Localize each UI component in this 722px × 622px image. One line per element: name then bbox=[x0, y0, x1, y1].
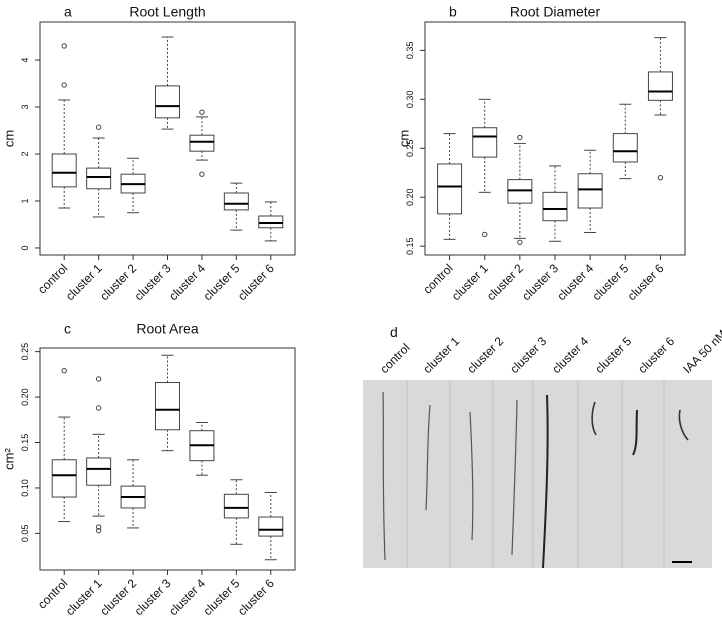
x-tick-label: cluster 2 bbox=[97, 261, 139, 303]
box bbox=[577, 173, 603, 209]
y-tick-label: 0.10 bbox=[20, 479, 30, 497]
box bbox=[647, 71, 673, 101]
box bbox=[223, 493, 249, 519]
outlier bbox=[482, 231, 488, 238]
outlier bbox=[61, 82, 67, 88]
x-tick-label: cluster 6 bbox=[235, 576, 277, 617]
x-tick-label: cluster 6 bbox=[235, 261, 277, 303]
seedlings bbox=[382, 391, 689, 569]
panel-letter: d bbox=[390, 324, 398, 340]
box bbox=[472, 127, 498, 158]
outlier bbox=[95, 524, 102, 530]
outlier bbox=[95, 376, 102, 382]
box bbox=[86, 167, 112, 190]
y-axis-label: cm² bbox=[1, 448, 16, 470]
x-tick-label: cluster 3 bbox=[132, 261, 174, 303]
x-tick-label: cluster 1 bbox=[449, 261, 491, 303]
photo-seams bbox=[406, 380, 665, 568]
box bbox=[51, 459, 77, 498]
box bbox=[437, 163, 463, 215]
y-tick-label: 0.20 bbox=[20, 388, 30, 406]
outlier bbox=[517, 134, 523, 141]
photo-label: cluster 4 bbox=[549, 334, 591, 376]
photo bbox=[363, 380, 712, 568]
chart-title: Root Diameter bbox=[510, 4, 601, 20]
y-tick-label: 0.25 bbox=[405, 140, 415, 158]
box bbox=[189, 134, 215, 152]
box bbox=[612, 133, 638, 163]
box bbox=[542, 191, 568, 222]
outlier bbox=[517, 239, 523, 245]
x-tick-label: cluster 4 bbox=[554, 261, 596, 303]
y-tick-label: 0.15 bbox=[20, 434, 30, 452]
x-tick-label: cluster 1 bbox=[63, 261, 105, 303]
x-tick-label: cluster 5 bbox=[589, 261, 631, 303]
y-tick-label: 2 bbox=[20, 151, 30, 156]
y-tick-label: 3 bbox=[20, 105, 30, 110]
photo-label: cluster 5 bbox=[592, 334, 634, 376]
box bbox=[258, 215, 284, 229]
box bbox=[86, 457, 112, 486]
box bbox=[223, 192, 249, 211]
y-tick-label: 0.05 bbox=[20, 525, 30, 543]
chart-title: Root Area bbox=[136, 321, 198, 337]
panel-letter: a bbox=[64, 4, 72, 20]
y-tick-label: 0.20 bbox=[405, 188, 415, 206]
y-tick-label: 0 bbox=[20, 245, 30, 250]
x-tick-label: cluster 4 bbox=[166, 261, 208, 303]
outlier bbox=[199, 109, 205, 115]
photo-label: control bbox=[377, 341, 412, 376]
box bbox=[51, 153, 77, 188]
y-axis-label: cm bbox=[396, 130, 411, 147]
photo-label: cluster 6 bbox=[635, 334, 677, 376]
y-tick-label: 4 bbox=[20, 58, 30, 63]
photo-label: cluster 1 bbox=[420, 334, 462, 376]
photo-labels: control cluster 1 cluster 2 cluster 3 cluste… bbox=[377, 327, 722, 376]
y-axis-label: cm bbox=[1, 130, 16, 147]
y-tick-label: 0.25 bbox=[20, 343, 30, 361]
y-tick-label: 0.15 bbox=[405, 237, 415, 255]
chart-title: Root Length bbox=[129, 4, 205, 20]
outlier bbox=[61, 368, 67, 374]
box bbox=[155, 85, 180, 119]
box bbox=[258, 516, 284, 537]
photo-label: cluster 3 bbox=[507, 334, 549, 376]
box bbox=[155, 382, 180, 431]
photo-label: cluster 2 bbox=[464, 334, 506, 376]
panel-letter: c bbox=[64, 321, 71, 337]
outlier bbox=[199, 171, 205, 177]
panel-letter: b bbox=[449, 4, 457, 20]
outlier bbox=[95, 124, 102, 130]
y-tick-label: 0.35 bbox=[405, 42, 415, 60]
x-tick-label: cluster 5 bbox=[201, 261, 243, 303]
outlier bbox=[657, 174, 664, 181]
outlier bbox=[95, 527, 102, 534]
photo-panel: d control cluster 1 cluster 2 cluster 3 clus… bbox=[363, 324, 722, 569]
photo-label: IAA 50 nM bbox=[680, 327, 722, 376]
y-tick-label: 0.30 bbox=[405, 91, 415, 109]
outlier bbox=[95, 405, 102, 411]
x-tick-label: cluster 6 bbox=[625, 261, 667, 303]
x-tick-label: cluster 3 bbox=[519, 261, 561, 303]
x-tick-label: cluster 2 bbox=[484, 261, 526, 303]
y-tick-label: 1 bbox=[20, 198, 30, 203]
outlier bbox=[61, 43, 67, 49]
